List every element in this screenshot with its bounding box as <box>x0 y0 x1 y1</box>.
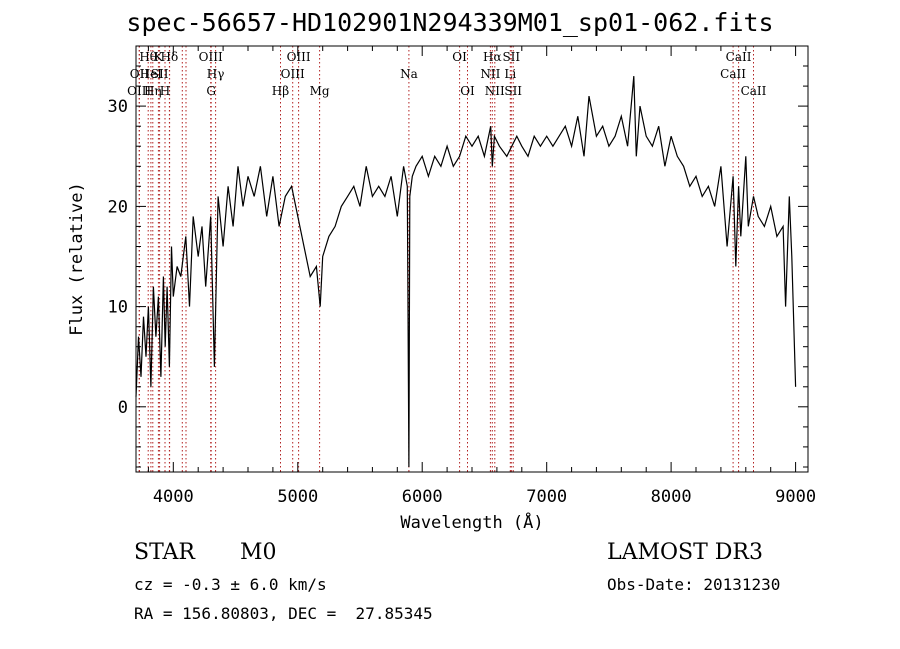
y-tick-label: 20 <box>108 197 128 217</box>
line-label: NII <box>480 67 500 81</box>
line-label: CaII <box>720 67 746 81</box>
x-axis-label: Wavelength (Å) <box>400 511 543 533</box>
line-label: Hγ <box>207 67 225 81</box>
spectral-line-markers <box>138 46 754 472</box>
x-tick-label: 8000 <box>651 487 692 507</box>
observation-date: Obs-Date: 20131230 <box>607 575 781 594</box>
y-tick-label: 10 <box>108 298 128 318</box>
line-label: CaII <box>741 84 767 98</box>
line-label: OIII <box>199 50 223 64</box>
line-label: SII <box>504 84 522 98</box>
x-axis: 4000 5000 6000 7000 8000 9000 <box>147 46 816 507</box>
line-label: Mg <box>310 84 330 98</box>
line-label: OIII <box>127 84 151 98</box>
line-label: CaII <box>726 50 752 64</box>
x-tick-label: 5000 <box>277 487 318 507</box>
line-label: Hθ <box>139 50 157 64</box>
line-label: Na <box>400 67 418 81</box>
line-label: SII <box>151 67 169 81</box>
spectrum-line <box>135 76 797 468</box>
object-class: STAR <box>134 540 195 565</box>
object-subclass: M0 <box>240 540 277 565</box>
line-label: Hβ <box>272 84 289 98</box>
x-tick-label: 6000 <box>402 487 443 507</box>
line-label: H <box>160 84 170 98</box>
line-label: Li <box>504 67 516 81</box>
line-label: OI <box>452 50 467 64</box>
plot-frame <box>135 45 809 473</box>
y-tick-label: 0 <box>118 398 128 418</box>
line-labels: Hθ OII OIII HeI Hη K SII H Hδ OIII Hγ G Hβ OIII OIII Mg… <box>127 50 766 98</box>
line-label: OIII <box>287 50 311 64</box>
redshift-velocity: cz = -0.3 ± 6.0 km/s <box>134 575 327 594</box>
y-axis: 0 10 20 30 <box>108 45 808 468</box>
chart-title: spec-56657-HD102901N294339M01_sp01-062.f… <box>126 8 774 37</box>
line-label: K <box>154 50 164 64</box>
line-label: Hδ <box>161 50 179 64</box>
line-label: Hα <box>483 50 502 64</box>
x-tick-label: 4000 <box>153 487 194 507</box>
y-axis-label: Flux (relative) <box>67 182 87 336</box>
line-label: G <box>206 84 216 98</box>
spectrum-series <box>135 76 797 468</box>
line-label: OIII <box>281 67 305 81</box>
line-label: NII <box>485 84 505 98</box>
survey-name: LAMOST DR3 <box>607 540 763 565</box>
y-tick-label: 30 <box>108 97 128 117</box>
x-tick-label: 9000 <box>775 487 816 507</box>
line-label: SII <box>502 50 520 64</box>
line-label: HeI <box>140 67 163 81</box>
line-label: Hη <box>144 84 162 98</box>
x-tick-label: 7000 <box>526 487 567 507</box>
line-label: OII <box>130 67 150 81</box>
line-label: OI <box>460 84 475 98</box>
ra-dec-coordinates: RA = 156.80803, DEC = 27.85345 <box>134 604 433 623</box>
